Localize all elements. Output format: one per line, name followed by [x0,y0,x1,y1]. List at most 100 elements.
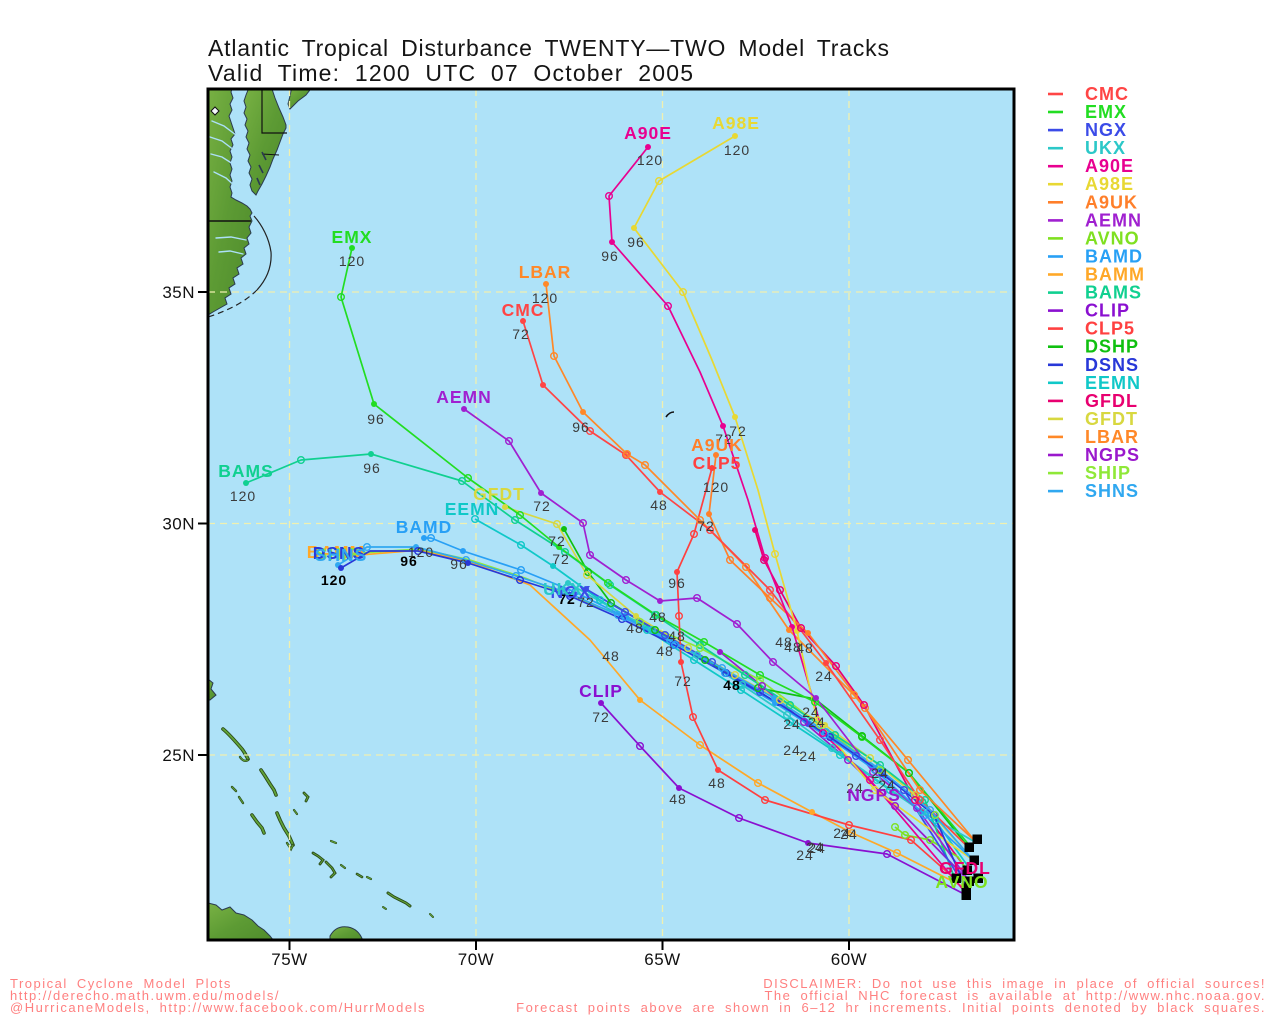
svg-text:72: 72 [512,326,530,342]
svg-text:48: 48 [602,648,620,664]
svg-text:24: 24 [808,840,826,856]
svg-text:96: 96 [400,553,418,569]
svg-text:GFDT: GFDT [1085,409,1138,429]
svg-text:35N: 35N [162,283,195,302]
svg-text:120: 120 [230,488,256,504]
svg-text:72: 72 [697,518,715,534]
svg-text:Valid Time: 1200 UTC 07 Octobe: Valid Time: 1200 UTC 07 October 2005 [208,60,694,86]
svg-text:24: 24 [806,839,824,855]
svg-text:A90E: A90E [624,123,672,143]
svg-text:96: 96 [572,419,590,435]
svg-text:96: 96 [627,234,645,250]
svg-text:70W: 70W [458,950,494,969]
svg-text:AEMN: AEMN [436,387,492,407]
svg-text:@HurricaneModels, http://www.f: @HurricaneModels, http://www.facebook.co… [10,1000,426,1015]
svg-text:72: 72 [715,431,733,447]
svg-text:24: 24 [833,825,851,841]
svg-text:EEMN: EEMN [1085,373,1141,393]
svg-text:24: 24 [796,847,814,863]
svg-text:96: 96 [601,248,619,264]
svg-text:48: 48 [649,609,667,625]
svg-text:A98E: A98E [1085,174,1134,194]
svg-text:96: 96 [363,460,381,476]
svg-text:24: 24 [871,765,889,781]
svg-text:96: 96 [367,411,385,427]
svg-text:EMX: EMX [1085,102,1127,122]
svg-text:BAMM: BAMM [307,542,365,562]
svg-text:48: 48 [784,639,802,655]
svg-text:24: 24 [878,777,896,793]
svg-text:CLP5: CLP5 [693,453,742,473]
svg-text:CLP5: CLP5 [1085,319,1135,339]
svg-text:LBAR: LBAR [1085,427,1139,447]
svg-text:96: 96 [450,556,468,572]
svg-text:Tropical Cyclone Model Plots: Tropical Cyclone Model Plots [10,976,232,991]
svg-text:72: 72 [533,498,551,514]
svg-text:DSHP: DSHP [1085,337,1139,357]
svg-text:48: 48 [796,640,814,656]
svg-text:24: 24 [846,780,864,796]
svg-text:EEMN: EEMN [445,499,500,519]
svg-text:24: 24 [808,714,826,730]
svg-text:BAMS: BAMS [1085,283,1142,303]
svg-text:AVNO: AVNO [935,872,988,892]
svg-text:A9UK: A9UK [691,435,743,455]
svg-text:24: 24 [783,742,801,758]
svg-text:96: 96 [668,575,686,591]
svg-text:120: 120 [703,479,729,495]
svg-text:120: 120 [637,152,663,168]
svg-text:UKX: UKX [543,579,583,599]
svg-text:48: 48 [775,634,793,650]
svg-text:48: 48 [656,643,674,659]
svg-text:AVNO: AVNO [1085,228,1140,248]
svg-text:BAMM: BAMM [1085,265,1145,285]
svg-text:75W: 75W [271,950,307,969]
svg-text:DSNS: DSNS [1085,355,1139,375]
svg-text:SHIP: SHIP [1085,463,1131,483]
svg-text:LBAR: LBAR [519,262,572,282]
svg-text:72: 72 [729,423,747,439]
svg-text:48: 48 [723,677,741,693]
svg-text:65W: 65W [644,950,680,969]
svg-text:UKX: UKX [1085,138,1126,158]
svg-text:120: 120 [321,572,347,588]
svg-text:BAMS: BAMS [218,461,274,481]
svg-text:GFDT: GFDT [473,484,525,504]
svg-text:A98E: A98E [712,113,760,133]
svg-text:http://derecho.math.uwm.edu/mo: http://derecho.math.uwm.edu/models/ [10,988,280,1003]
svg-text:CLIP: CLIP [579,681,623,701]
svg-text:The official NHC forecast is a: The official NHC forecast is available a… [764,988,1266,1003]
svg-text:72: 72 [592,709,610,725]
svg-text:24: 24 [802,704,820,720]
svg-text:CLIP: CLIP [1085,301,1130,321]
svg-text:48: 48 [650,497,668,513]
svg-text:Atlantic Tropical Disturbance: Atlantic Tropical Disturbance TWENTY—TWO… [208,35,890,61]
svg-text:SHIP: SHIP [316,544,361,564]
svg-text:24: 24 [840,826,858,842]
svg-text:NGX: NGX [1085,120,1127,140]
svg-text:120: 120 [532,290,558,306]
svg-text:120: 120 [408,544,434,560]
svg-text:NGPS: NGPS [847,785,901,805]
svg-text:72: 72 [558,591,576,607]
svg-text:48: 48 [708,775,726,791]
svg-text:120: 120 [724,142,750,158]
svg-text:24: 24 [799,748,817,764]
svg-text:24: 24 [783,716,801,732]
svg-text:72: 72 [548,533,566,549]
svg-text:A90E: A90E [1085,156,1134,176]
svg-text:AEMN: AEMN [1085,210,1142,230]
svg-text:72: 72 [577,594,595,610]
svg-text:GFDL: GFDL [1085,391,1138,411]
svg-text:NGX: NGX [551,582,592,602]
svg-text:60W: 60W [831,950,867,969]
svg-text:GFDL: GFDL [939,858,991,878]
svg-text:72: 72 [552,551,570,567]
svg-text:72: 72 [674,673,692,689]
svg-text:BAMD: BAMD [1085,247,1143,267]
svg-text:SHNS: SHNS [315,545,368,565]
svg-text:120: 120 [339,253,365,269]
svg-text:24: 24 [815,668,833,684]
svg-text:A9UK: A9UK [1085,192,1138,212]
svg-text:NGPS: NGPS [1085,445,1140,465]
